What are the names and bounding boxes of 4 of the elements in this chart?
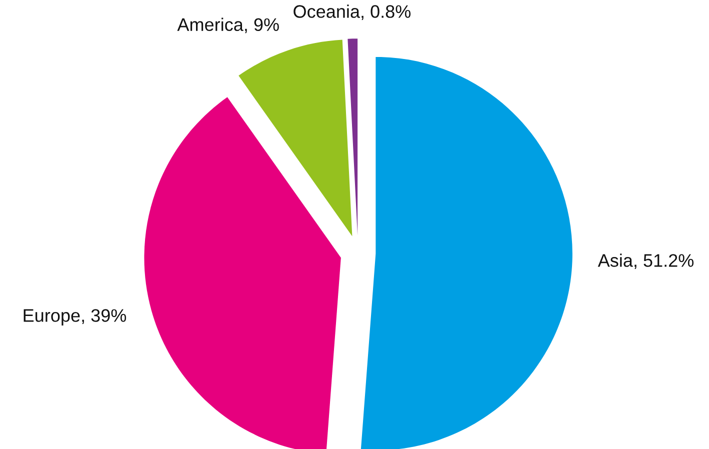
slice-label: Europe, 39% [24,309,126,326]
slice-label: Oceania, 0.8% [294,4,411,20]
slice-label: America, 9% [177,18,279,34]
slice-label: Asia, 51.2% [598,254,694,270]
